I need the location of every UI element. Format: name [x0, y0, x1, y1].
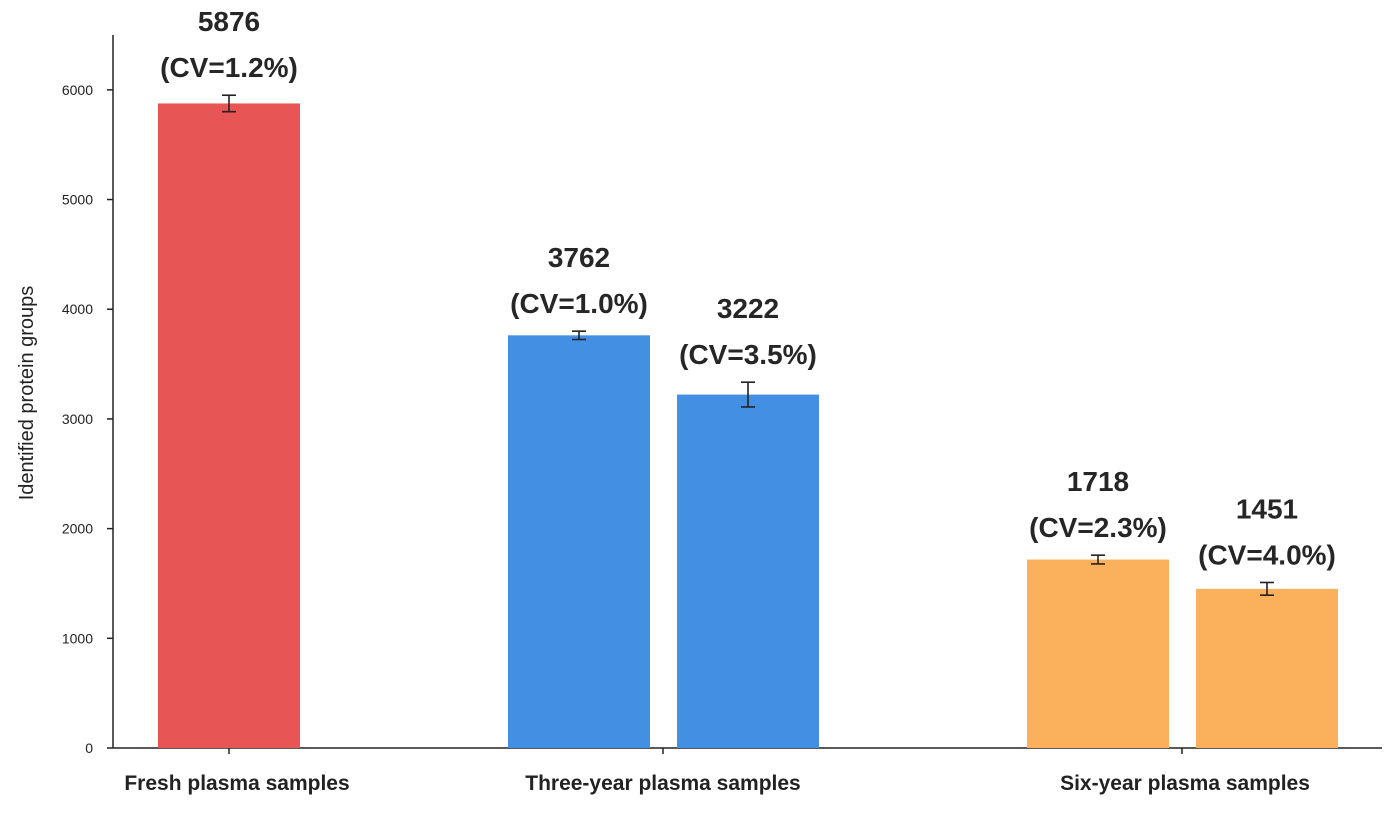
- y-tick-label: 0: [85, 740, 93, 756]
- x-category-label: Fresh plasma samples: [124, 772, 349, 795]
- bar: [1196, 588, 1338, 748]
- error-bar: [572, 330, 586, 341]
- data-label-cv: (CV=1.0%): [510, 288, 648, 319]
- error-bar: [741, 381, 755, 408]
- data-label-value: 5876: [198, 6, 260, 37]
- bar: [508, 335, 650, 748]
- x-axis: Fresh plasma samples Three-year plasma sa…: [113, 747, 1382, 795]
- error-bars-group: [222, 94, 1274, 596]
- bar: [677, 394, 819, 748]
- data-label-value: 3762: [548, 242, 610, 273]
- y-tick-label: 3000: [62, 411, 93, 427]
- y-axis-title: Identified protein groups: [16, 286, 38, 501]
- bar: [158, 103, 300, 748]
- data-label-value: 1718: [1067, 466, 1129, 497]
- data-label-cv: (CV=2.3%): [1029, 512, 1167, 543]
- y-tick-label: 4000: [62, 301, 93, 317]
- y-tick-label: 5000: [62, 192, 93, 208]
- y-tick-label: 2000: [62, 521, 93, 537]
- error-bar: [222, 94, 236, 113]
- x-category-label: Three-year plasma samples: [525, 772, 800, 795]
- data-labels-group: 5876 (CV=1.2%) 3762 (CV=1.0%) 3222 (CV=3.5%) 1…: [160, 6, 1336, 570]
- data-label-cv: (CV=1.2%): [160, 52, 298, 83]
- x-category-label: Six-year plasma samples: [1060, 772, 1310, 795]
- data-label-cv: (CV=3.5%): [679, 339, 817, 370]
- y-tick-label: 1000: [62, 630, 93, 646]
- data-label-cv: (CV=4.0%): [1198, 539, 1336, 570]
- y-axis: 0 1000 2000 3000 4000 5000 6000: [62, 35, 114, 756]
- data-label-value: 3222: [717, 293, 779, 324]
- bars-group: [158, 103, 1338, 748]
- y-tick-label: 6000: [62, 82, 93, 98]
- data-label-value: 1451: [1236, 493, 1298, 524]
- bar: [1027, 559, 1169, 748]
- error-bar: [1091, 554, 1105, 565]
- error-bar: [1260, 581, 1274, 596]
